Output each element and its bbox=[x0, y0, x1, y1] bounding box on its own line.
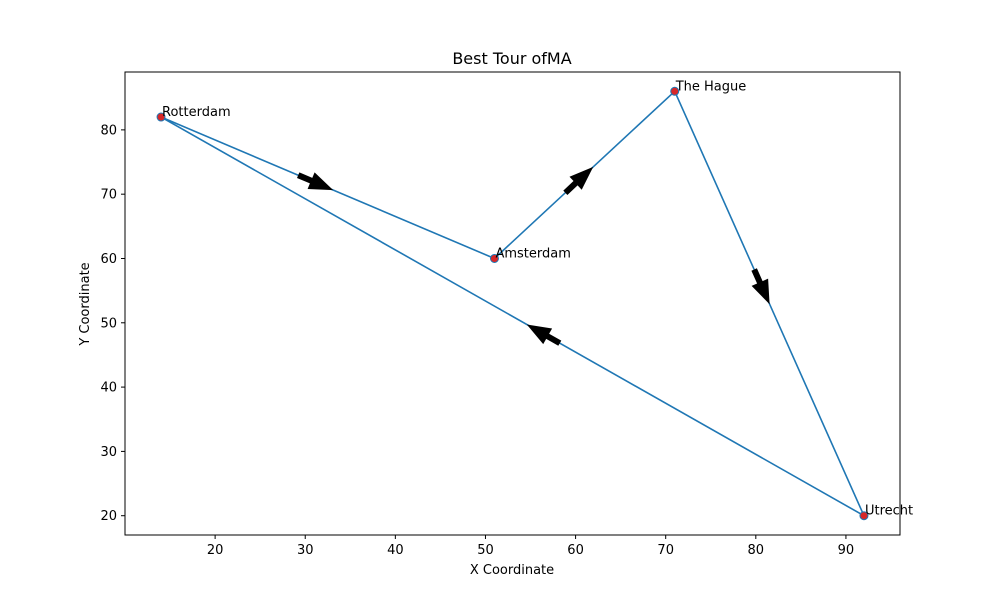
y-tick-label: 30 bbox=[100, 445, 117, 460]
city-label: Utrecht bbox=[865, 504, 913, 519]
x-tick-label: 50 bbox=[477, 543, 494, 558]
x-tick-label: 40 bbox=[387, 543, 404, 558]
tour-segment bbox=[160, 116, 865, 517]
city-label: Rotterdam bbox=[162, 105, 231, 120]
x-tick-label: 70 bbox=[657, 543, 674, 558]
x-axis-label: X Coordinate bbox=[470, 563, 554, 578]
city-point bbox=[859, 511, 869, 521]
x-tick-label: 90 bbox=[838, 543, 855, 558]
direction-arrow bbox=[297, 172, 334, 191]
y-tick-label: 20 bbox=[100, 509, 117, 524]
x-tick-label: 30 bbox=[297, 543, 314, 558]
y-tick-label: 50 bbox=[100, 316, 117, 331]
city-point bbox=[489, 253, 499, 263]
city-label: The Hague bbox=[675, 79, 747, 94]
plot-area-frame bbox=[124, 71, 901, 536]
y-axis-ticks: 20 30 40 50 60 70 80 bbox=[100, 123, 125, 524]
direction-arrow bbox=[751, 268, 770, 305]
y-tick-label: 40 bbox=[100, 381, 117, 396]
y-tick-label: 70 bbox=[100, 188, 117, 203]
x-axis-ticks: 20 30 40 50 60 70 80 90 bbox=[207, 535, 854, 558]
x-tick-label: 60 bbox=[567, 543, 584, 558]
y-tick-label: 80 bbox=[100, 123, 117, 138]
city-point bbox=[156, 112, 166, 122]
city-labels: Amsterdam Rotterdam The Hague Utrecht bbox=[162, 79, 913, 518]
direction-arrow bbox=[563, 166, 594, 195]
tour-arrows bbox=[297, 166, 770, 346]
y-tick-label: 60 bbox=[100, 252, 117, 267]
city-label: Amsterdam bbox=[495, 246, 570, 261]
chart-title: Best Tour ofMA bbox=[452, 49, 571, 68]
direction-arrow bbox=[526, 324, 562, 346]
y-axis-label: Y Coordinate bbox=[78, 262, 93, 346]
city-point bbox=[670, 86, 680, 96]
x-tick-label: 20 bbox=[207, 543, 224, 558]
x-tick-label: 80 bbox=[748, 543, 765, 558]
city-points bbox=[156, 86, 869, 521]
